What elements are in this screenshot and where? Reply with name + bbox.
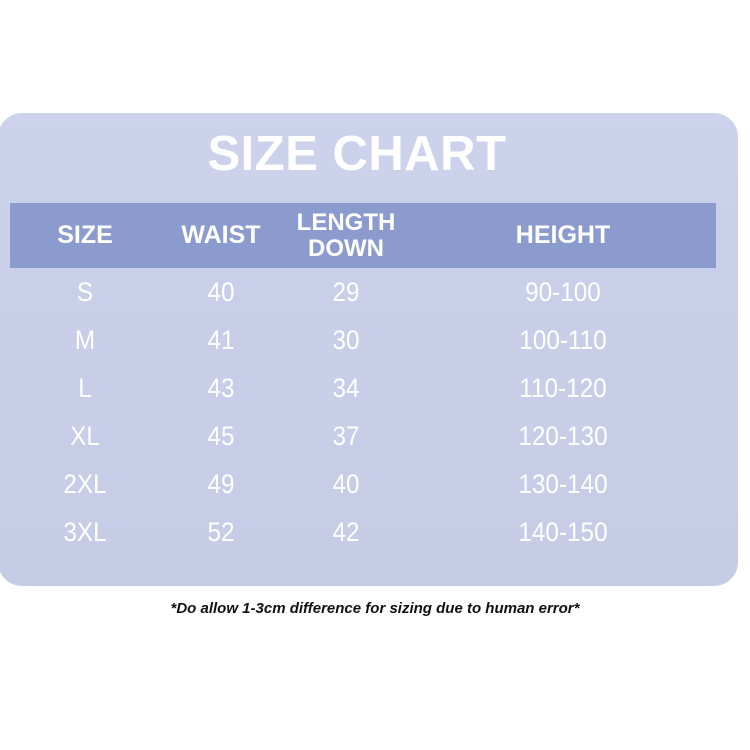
- page-title: SIZE CHART: [207, 127, 507, 181]
- column-header-size: SIZE: [57, 221, 113, 250]
- cell-length-down: 34: [332, 372, 360, 403]
- column-header-length-down-line2: DOWN: [308, 234, 384, 262]
- cell-size: 2XL: [63, 468, 107, 499]
- cell-size: L: [78, 372, 92, 403]
- cell-size: 3XL: [63, 516, 107, 547]
- cell-height: 100-110: [519, 324, 607, 355]
- table-row: M 41 30 100-110: [10, 316, 716, 364]
- column-header-length-down: LENGTH DOWN: [282, 210, 410, 260]
- cell-length-down: 42: [332, 516, 360, 547]
- table-row: S 40 29 90-100: [10, 268, 716, 316]
- cell-waist: 45: [207, 420, 235, 451]
- size-chart-card: SIZE CHART SIZE WAIST LENGTH DOWN HEIGHT…: [0, 113, 738, 586]
- table-row: 2XL 49 40 130-140: [10, 460, 716, 508]
- cell-waist: 40: [207, 276, 235, 307]
- cell-height: 110-120: [519, 372, 607, 403]
- column-header-waist: WAIST: [181, 221, 261, 250]
- sizing-disclaimer-note: *Do allow 1-3cm difference for sizing du…: [170, 600, 580, 617]
- table-body: S 40 29 90-100 M 41 30 100-110 L 43 34 1…: [10, 268, 716, 556]
- table-row: 3XL 52 42 140-150: [10, 508, 716, 556]
- column-header-length-down-line1: LENGTH: [296, 209, 396, 237]
- cell-waist: 49: [207, 468, 235, 499]
- cell-height: 120-130: [518, 420, 608, 451]
- cell-size: S: [76, 276, 94, 307]
- column-header-height: HEIGHT: [515, 221, 611, 250]
- table-row: XL 45 37 120-130: [10, 412, 716, 460]
- cell-length-down: 29: [332, 276, 360, 307]
- table-row: L 43 34 110-120: [10, 364, 716, 412]
- cell-waist: 52: [207, 516, 235, 547]
- cell-waist: 43: [207, 372, 235, 403]
- cell-length-down: 30: [332, 324, 360, 355]
- cell-size: M: [74, 324, 96, 355]
- cell-length-down: 37: [332, 420, 360, 451]
- cell-size: XL: [70, 420, 100, 451]
- cell-height: 90-100: [525, 276, 601, 307]
- cell-waist: 41: [207, 324, 235, 355]
- cell-length-down: 40: [332, 468, 360, 499]
- table-header-row: SIZE WAIST LENGTH DOWN HEIGHT: [10, 203, 716, 268]
- cell-height: 140-150: [518, 516, 608, 547]
- cell-height: 130-140: [518, 468, 608, 499]
